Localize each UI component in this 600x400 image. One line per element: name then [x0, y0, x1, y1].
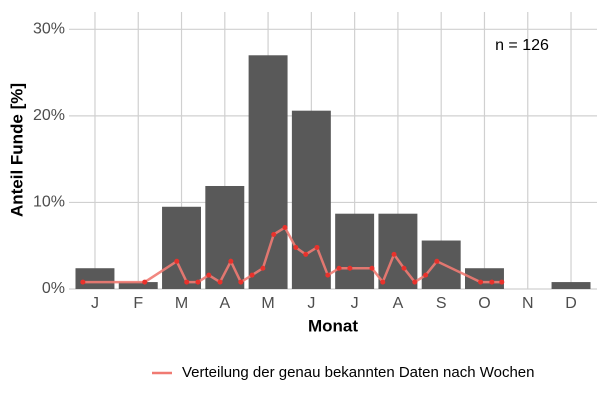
annotation: n = 126	[495, 37, 549, 54]
x-tick-label: S	[436, 295, 447, 312]
point	[238, 279, 244, 285]
point	[336, 265, 342, 271]
bar	[291, 110, 331, 290]
point	[271, 231, 277, 237]
x-tick-label: M	[175, 295, 188, 312]
bar	[335, 213, 375, 289]
y-tick-label: 0%	[42, 280, 65, 297]
point	[423, 272, 429, 278]
bar	[465, 268, 504, 289]
x-tick-label: F	[133, 295, 143, 312]
point	[195, 279, 201, 285]
bar	[118, 282, 158, 289]
point	[489, 279, 495, 285]
x-tick-label: J	[351, 295, 359, 312]
y-axis-title: Anteil Funde [%]	[7, 83, 26, 217]
bar	[421, 240, 461, 289]
x-tick-label: M	[261, 295, 274, 312]
point	[478, 279, 484, 285]
point	[347, 265, 353, 271]
x-tick-label: N	[522, 295, 534, 312]
bar	[162, 206, 201, 289]
point	[380, 279, 386, 285]
y-tick-label: 20%	[33, 107, 65, 124]
x-tick-label: D	[565, 295, 577, 312]
point	[293, 244, 299, 250]
point	[369, 265, 375, 271]
y-tick-label: 30%	[33, 21, 65, 38]
point	[174, 258, 180, 264]
point	[314, 244, 320, 250]
point	[184, 279, 190, 285]
point	[206, 272, 212, 278]
x-tick-label: A	[393, 295, 404, 312]
legend-label: Verteilung der genau bekannten Daten nac…	[182, 364, 535, 381]
bar	[75, 268, 115, 289]
y-tick-label: 10%	[33, 194, 65, 211]
x-tick-label: J	[307, 295, 315, 312]
point	[401, 265, 407, 271]
point	[391, 251, 397, 257]
x-axis-title: Monat	[308, 316, 358, 335]
x-tick-label: O	[478, 295, 490, 312]
point	[260, 265, 266, 271]
x-tick-label: J	[91, 295, 99, 312]
point	[412, 279, 418, 285]
point	[249, 272, 255, 278]
x-tick-label: A	[219, 295, 230, 312]
point	[325, 272, 331, 278]
point	[499, 279, 505, 285]
point	[434, 258, 440, 264]
point	[303, 251, 309, 257]
point	[142, 279, 148, 285]
marks	[75, 55, 591, 290]
point	[282, 225, 288, 231]
bar	[551, 282, 591, 289]
point	[228, 258, 234, 264]
point	[217, 279, 223, 285]
point	[80, 279, 86, 285]
